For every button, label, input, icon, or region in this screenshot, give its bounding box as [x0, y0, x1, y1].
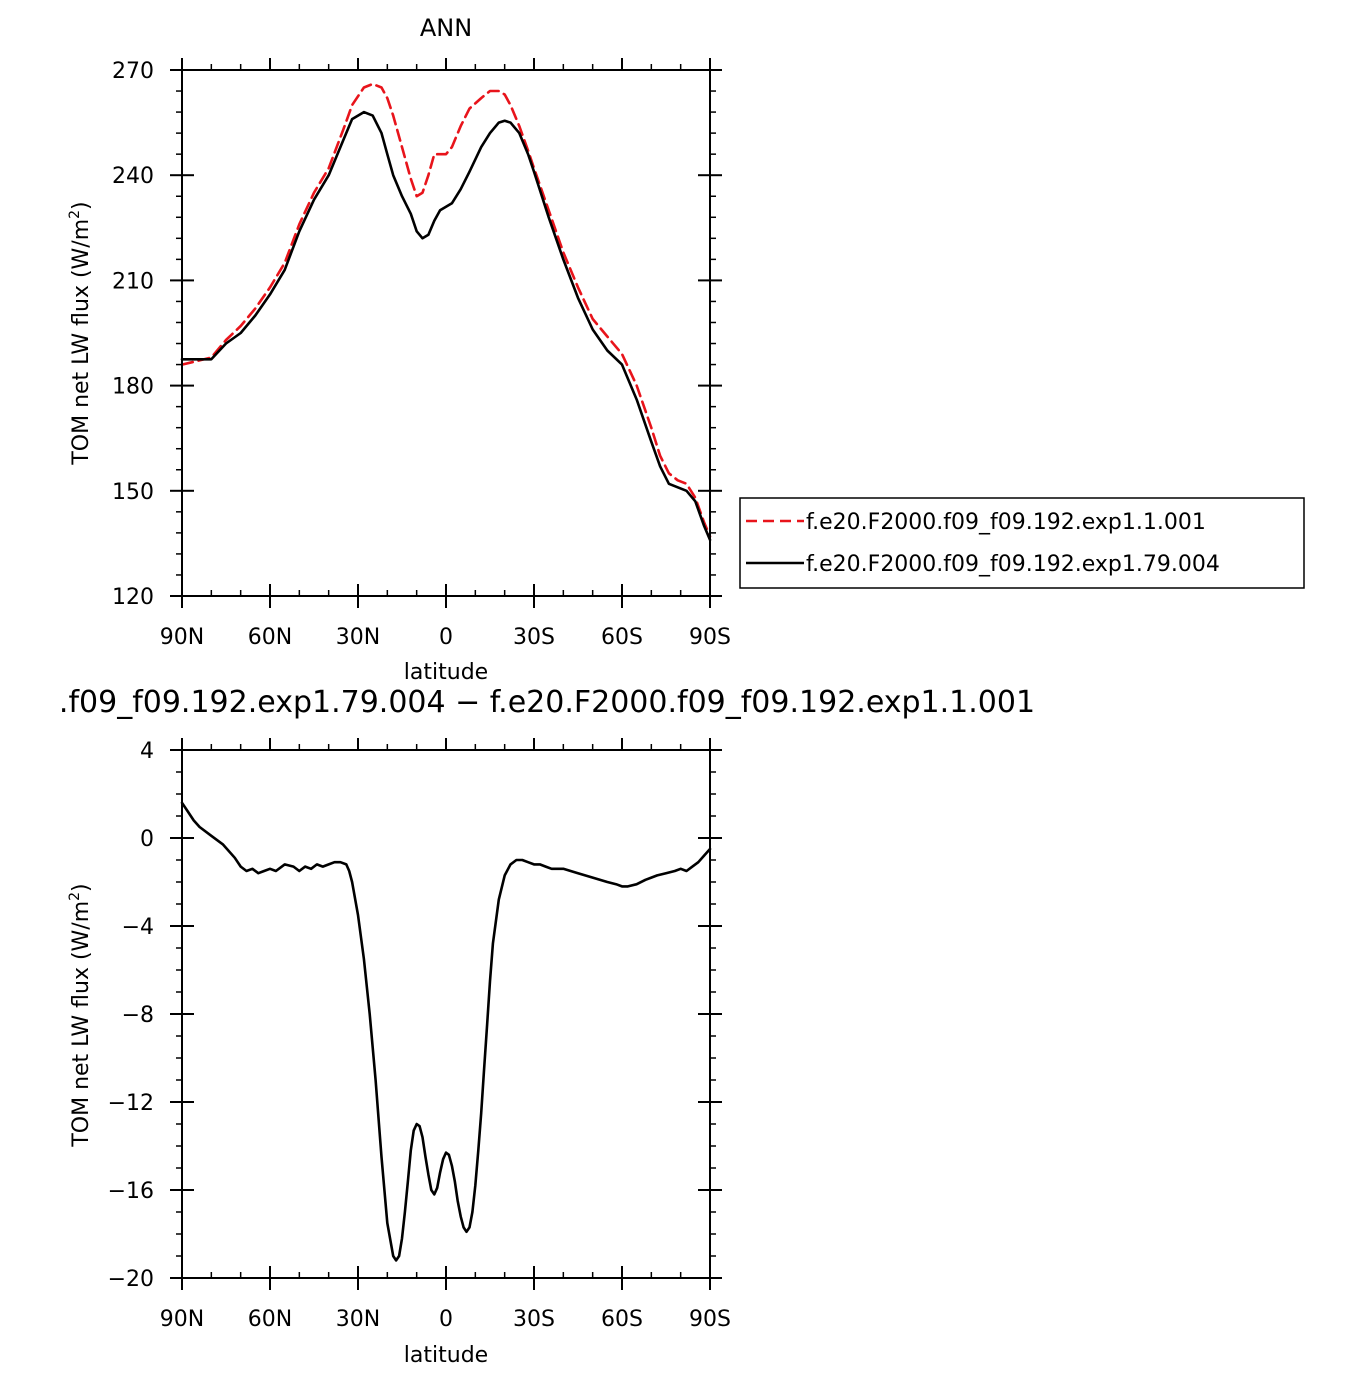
chart-bottom-y-tick-label: −16 — [108, 1179, 154, 1204]
chart-top-x-axis-label: latitude — [404, 660, 488, 685]
chart-top-y-axis-label-sup: 2 — [67, 210, 83, 219]
chart-bottom-title: .f09_f09.192.exp1.79.004 − f.e20.F2000.f… — [59, 685, 1035, 720]
chart-bottom-x-tick-labels: 90N 60N 30N 0 30S 60S 90S — [160, 1307, 731, 1332]
chart-top-y-tick-labels: 120 150 180 210 240 270 — [112, 59, 154, 610]
chart-bottom-x-tick-label: 90N — [160, 1307, 204, 1332]
chart-bottom-x-tick-label: 90S — [689, 1307, 731, 1332]
legend-box — [739, 497, 1305, 589]
chart-bottom-y-tick-labels: 4 0 −4 −8 −12 −16 −20 — [108, 739, 154, 1292]
chart-top-y-tick-label: 210 — [112, 269, 154, 294]
legend: f.e20.F2000.f09_f09.192.exp1.1.001 f.e20… — [739, 497, 1305, 589]
chart-top-series-line-1 — [180, 82, 712, 538]
chart-top-series-line-2 — [180, 110, 712, 542]
chart-top-x-tick-label: 30N — [336, 625, 380, 650]
chart-bottom-x-tick-label: 30S — [513, 1307, 555, 1332]
chart-bottom-x-tick-label: 60S — [601, 1307, 643, 1332]
chart-top-x-tick-label: 60S — [601, 625, 643, 650]
chart-top-x-tick-labels: 90N 60N 30N 0 30S 60S 90S — [160, 625, 731, 650]
chart-bottom-y-axis-label-main: TOM net LW flux (W/m — [69, 901, 94, 1148]
chart-top-y-tick-label: 150 — [112, 480, 154, 505]
chart-bottom-x-axis-label: latitude — [404, 1343, 488, 1368]
chart-bottom-x-tick-label: 30N — [336, 1307, 380, 1332]
chart-top-y-axis-label-main: TOM net LW flux (W/m — [69, 219, 94, 466]
chart-top-y-axis-label: TOM net LW flux (W/m2) — [67, 201, 94, 465]
chart-top-y-tick-label: 120 — [112, 585, 154, 610]
chart-bottom-series-line-1 — [180, 801, 712, 1262]
chart-bottom-x-tick-label: 60N — [248, 1307, 292, 1332]
chart-bottom-series — [180, 801, 712, 1262]
chart-top-series — [180, 82, 712, 542]
chart-bottom-y-tick-label: 0 — [140, 827, 154, 852]
chart-top-y-tick-label: 180 — [112, 375, 154, 400]
chart-bottom-y-tick-label: −12 — [108, 1091, 154, 1116]
chart-top-y-tick-label: 240 — [112, 164, 154, 189]
chart-top-x-tick-label: 60N — [248, 625, 292, 650]
chart-top-ticks — [170, 58, 722, 608]
legend-label-series-1: f.e20.F2000.f09_f09.192.exp1.1.001 — [806, 510, 1206, 535]
chart-bottom-y-axis-label-sup: 2 — [67, 892, 83, 901]
chart-top-y-tick-label: 270 — [112, 59, 154, 84]
chart-top-x-tick-label: 0 — [439, 625, 453, 650]
chart-top: ANN 90N 60N 30N 0 30S 60S 90S 120 150 180 210 240 2… — [67, 14, 1305, 685]
chart-top-x-tick-label: 30S — [513, 625, 555, 650]
chart-top-title: ANN — [420, 14, 472, 42]
chart-bottom-y-axis-label: TOM net LW flux (W/m2) — [67, 883, 94, 1147]
chart-bottom-y-tick-label: 4 — [140, 739, 154, 764]
chart-bottom-y-axis-label-end: ) — [69, 883, 94, 892]
chart-bottom-y-tick-label: −4 — [122, 915, 154, 940]
chart-bottom-y-tick-label: −8 — [122, 1003, 154, 1028]
chart-top-y-axis-label-end: ) — [69, 201, 94, 210]
chart-top-x-tick-label: 90S — [689, 625, 731, 650]
chart-bottom-frame — [181, 749, 711, 1279]
legend-label-series-2: f.e20.F2000.f09_f09.192.exp1.79.004 — [806, 552, 1220, 577]
chart-bottom: .f09_f09.192.exp1.79.004 − f.e20.F2000.f… — [59, 685, 1035, 1368]
chart-top-x-tick-label: 90N — [160, 625, 204, 650]
chart-bottom-ticks — [170, 738, 722, 1290]
chart-bottom-x-tick-label: 0 — [439, 1307, 453, 1332]
chart-bottom-y-tick-label: −20 — [108, 1267, 154, 1292]
chart-top-frame — [181, 69, 711, 597]
